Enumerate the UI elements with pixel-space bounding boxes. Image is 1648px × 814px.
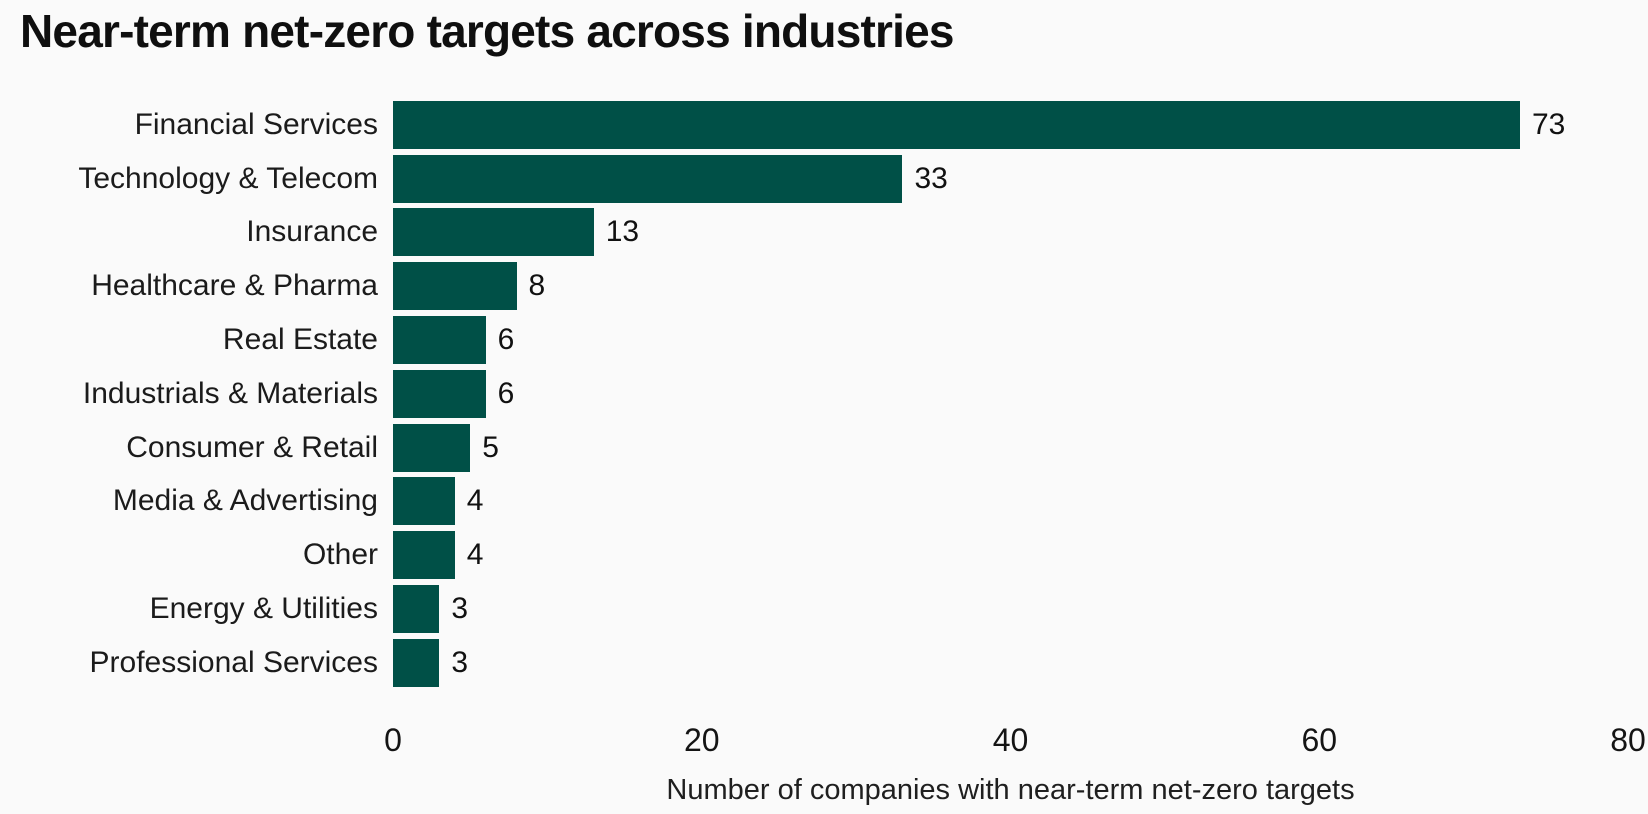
bar-row: Consumer & Retail 5	[0, 421, 1628, 475]
bar-row: Real Estate 6	[0, 313, 1628, 367]
bar-track: 13	[393, 208, 1628, 257]
x-axis-tick-label: 0	[384, 721, 402, 758]
x-axis-label-row: Number of companies with near-term net-z…	[0, 774, 1628, 807]
category-label: Consumer & Retail	[126, 430, 378, 464]
value-label: 8	[528, 269, 546, 303]
category-label: Media & Advertising	[112, 484, 378, 518]
value-label: 3	[451, 645, 468, 679]
bar-track: 5	[393, 423, 1628, 472]
bar	[393, 531, 455, 580]
bar-row: Healthcare & Pharma 8	[0, 259, 1628, 313]
x-axis: 0 20 40 60 80	[0, 721, 1646, 760]
value-label: 33	[914, 161, 948, 195]
bar-row: Other 4	[0, 528, 1628, 582]
bar	[393, 316, 486, 365]
x-axis-tick-label: 60	[1301, 721, 1338, 758]
x-axis-label: Number of companies with near-term net-z…	[666, 773, 1355, 806]
category-label: Financial Services	[134, 107, 378, 141]
category-label: Professional Services	[89, 645, 378, 679]
bar-track: 4	[393, 477, 1628, 526]
value-label: 6	[497, 323, 515, 357]
category-label: Energy & Utilities	[149, 592, 378, 626]
bar-track: 73	[393, 100, 1628, 149]
chart-title: Near-term net-zero targets across indust…	[20, 5, 954, 57]
bar-row: Financial Services 73	[0, 98, 1628, 152]
bar	[393, 262, 517, 311]
bar	[393, 208, 594, 257]
bar-row: Energy & Utilities 3	[0, 582, 1628, 636]
category-label: Industrials & Materials	[82, 376, 378, 410]
bar-row: Media & Advertising 4	[0, 475, 1628, 529]
bar-rows: Financial Services 73 Technology & Telecom…	[0, 98, 1628, 690]
bar-row: Industrials & Materials 6	[0, 367, 1628, 421]
bar	[393, 100, 1520, 149]
value-label: 6	[497, 376, 515, 410]
bar	[393, 369, 486, 418]
category-label: Insurance	[246, 215, 378, 249]
category-label: Healthcare & Pharma	[91, 269, 378, 303]
value-label: 5	[482, 430, 499, 464]
bar-track: 3	[393, 585, 1628, 634]
x-axis-tick-label: 40	[992, 721, 1029, 758]
bar	[393, 638, 440, 687]
bar-track: 3	[393, 638, 1628, 687]
category-label: Other	[302, 538, 378, 572]
x-axis-ticks: 0 20 40 60 80	[384, 721, 1646, 760]
bar-row: Insurance 13	[0, 206, 1628, 260]
value-label: 4	[466, 538, 484, 572]
axis-spacer	[0, 774, 378, 807]
value-label: 3	[451, 592, 468, 626]
category-label: Real Estate	[222, 323, 378, 357]
x-axis-tick-label: 80	[1610, 721, 1646, 758]
bar-chart: Financial Services 73 Technology & Telecom…	[0, 98, 1646, 807]
bar-track: 8	[393, 262, 1628, 311]
axis-spacer	[0, 724, 378, 760]
bar-track: 4	[393, 531, 1628, 580]
bar	[393, 154, 903, 203]
bar-track: 6	[393, 369, 1628, 418]
bar-track: 6	[393, 316, 1628, 365]
bar	[393, 477, 455, 526]
bar-row: Professional Services 3	[0, 636, 1628, 690]
x-axis-tick-label: 20	[683, 721, 720, 758]
bar	[393, 585, 440, 634]
value-label: 4	[466, 484, 484, 518]
bar	[393, 423, 471, 472]
bar-row: Technology & Telecom 33	[0, 152, 1628, 206]
value-label: 13	[605, 215, 640, 249]
value-label: 73	[1531, 107, 1566, 141]
bar-track: 33	[393, 154, 1628, 203]
category-label: Technology & Telecom	[78, 161, 378, 195]
